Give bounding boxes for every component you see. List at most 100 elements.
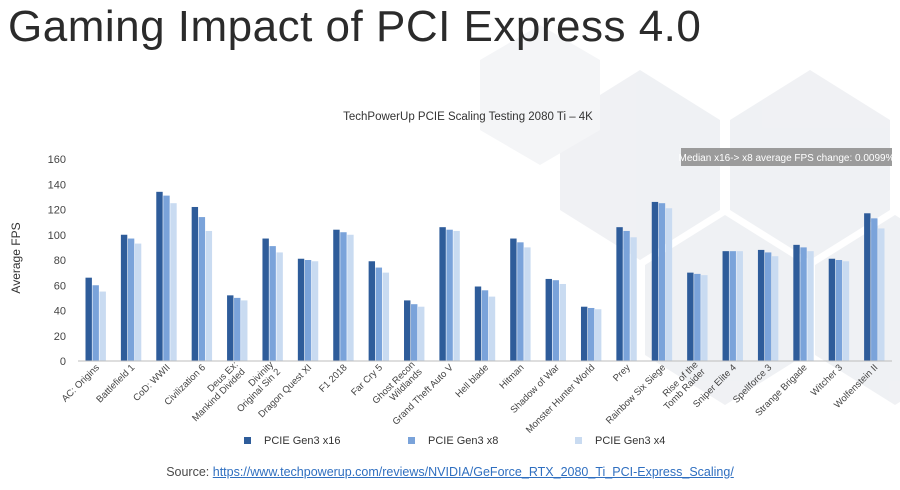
bar-chart: TechPowerUp PCIE Scaling Testing 2080 Ti… [9, 111, 895, 447]
bar-pcie-gen3-x4 [99, 291, 106, 361]
bar-pcie-gen3-x8 [446, 229, 453, 361]
x-tick-label: Witcher 3 [809, 362, 845, 398]
bar-pcie-gen3-x8 [198, 217, 206, 361]
bar-pcie-gen3-x16 [828, 258, 836, 361]
y-axis: 0 20 40 60 80 100 120 140 160 [48, 154, 66, 368]
bar-pcie-gen3-x16 [368, 261, 376, 361]
bar-pcie-gen3-x8 [800, 247, 807, 361]
y-axis-label: Average FPS [9, 222, 23, 293]
bar-pcie-gen3-x8 [411, 304, 418, 361]
y-tick-label: 80 [54, 255, 66, 267]
legend-label: PCIE Gen3 x16 [264, 435, 340, 447]
source-link[interactable]: https://www.techpowerup.com/reviews/NVID… [212, 465, 734, 479]
bar-pcie-gen3-x16 [439, 227, 446, 361]
bar-pcie-gen3-x4 [134, 243, 142, 361]
bar-pcie-gen3-x16 [404, 300, 411, 361]
legend-label: PCIE Gen3 x4 [595, 435, 665, 447]
y-tick-label: 120 [48, 205, 66, 217]
bar-pcie-gen3-x4 [382, 272, 390, 361]
annotation-box [681, 148, 892, 166]
bar-pcie-gen3-x8 [835, 260, 843, 361]
x-tick-label: Battlefield 1 [94, 362, 137, 405]
median-annotation: Median x16-> x8 average FPS change: 0.00… [679, 148, 895, 166]
y-tick-label: 0 [60, 356, 66, 368]
bar-pcie-gen3-x16 [687, 272, 694, 361]
bar-pcie-gen3-x16 [864, 213, 871, 361]
bar-pcie-gen3-x8 [127, 238, 135, 361]
source-line: Source: https://www.techpowerup.com/revi… [0, 465, 900, 479]
bar-pcie-gen3-x16 [793, 244, 800, 361]
legend-swatch [575, 437, 582, 444]
legend: PCIE Gen3 x16 PCIE Gen3 x8 PCIE Gen3 x4 [244, 435, 665, 447]
bar-pcie-gen3-x16 [227, 295, 234, 361]
bar-pcie-gen3-x16 [85, 277, 92, 361]
bar-pcie-gen3-x16 [580, 306, 588, 361]
bar-pcie-gen3-x16 [722, 251, 729, 361]
bar-pcie-gen3-x16 [156, 191, 163, 361]
bar-pcie-gen3-x4 [594, 309, 602, 361]
bar-pcie-gen3-x8 [269, 246, 276, 361]
bar-pcie-gen3-x8 [764, 252, 772, 361]
bar-pcie-gen3-x4 [771, 256, 779, 361]
bar-pcie-gen3-x4 [842, 261, 850, 361]
bar-pcie-gen3-x8 [587, 307, 595, 361]
bar-pcie-gen3-x16 [510, 238, 517, 361]
bar-pcie-gen3-x8 [163, 195, 170, 361]
x-tick-label: Hell blade [453, 362, 491, 400]
bars-group [85, 191, 885, 361]
bar-pcie-gen3-x4 [807, 251, 814, 361]
bar-pcie-gen3-x4 [205, 230, 213, 361]
chart-title: TechPowerUp PCIE Scaling Testing 2080 Ti… [343, 111, 593, 123]
bar-pcie-gen3-x8 [304, 260, 312, 361]
bar-pcie-gen3-x8 [658, 203, 666, 361]
x-tick-label: Hitman [497, 362, 526, 391]
y-tick-label: 20 [54, 331, 66, 343]
bar-pcie-gen3-x8 [481, 290, 489, 361]
legend-swatch [244, 437, 251, 444]
x-tick-label: Prey [611, 362, 633, 384]
bar-pcie-gen3-x4 [311, 261, 319, 361]
y-tick-label: 40 [54, 306, 66, 318]
bar-pcie-gen3-x16 [616, 227, 623, 361]
bar-pcie-gen3-x8 [552, 280, 559, 361]
bar-pcie-gen3-x16 [545, 278, 552, 361]
bar-pcie-gen3-x8 [871, 218, 878, 361]
bar-pcie-gen3-x4 [630, 237, 637, 361]
bar-pcie-gen3-x8 [234, 297, 241, 361]
bar-pcie-gen3-x4 [701, 275, 708, 361]
bar-pcie-gen3-x4 [559, 283, 566, 361]
bar-pcie-gen3-x16 [474, 286, 482, 361]
bar-pcie-gen3-x16 [297, 258, 305, 361]
bar-pcie-gen3-x8 [517, 242, 524, 361]
y-tick-label: 100 [48, 230, 66, 242]
bar-pcie-gen3-x4 [276, 252, 283, 361]
bar-pcie-gen3-x4 [418, 306, 425, 361]
bar-pcie-gen3-x8 [375, 267, 383, 361]
annotation-text: Median x16-> x8 average FPS change: 0.00… [679, 153, 895, 164]
bar-pcie-gen3-x4 [488, 296, 496, 361]
bar-pcie-gen3-x16 [191, 206, 199, 361]
legend-swatch [408, 437, 415, 444]
bar-pcie-gen3-x8 [92, 285, 99, 361]
bar-pcie-gen3-x8 [729, 251, 736, 361]
bar-pcie-gen3-x8 [694, 273, 701, 361]
bar-pcie-gen3-x4 [665, 208, 673, 361]
bar-pcie-gen3-x4 [736, 251, 743, 361]
bar-pcie-gen3-x4 [241, 300, 248, 361]
x-tick-label: Monster Hunter World [524, 362, 597, 435]
bar-pcie-gen3-x16 [651, 201, 659, 361]
y-tick-label: 160 [48, 154, 66, 166]
x-tick-label: Rainbow Six Siege [604, 362, 668, 426]
bar-pcie-gen3-x16 [120, 234, 128, 361]
slide-title: Gaming Impact of PCI Express 4.0 [8, 2, 702, 51]
y-tick-label: 60 [54, 280, 66, 292]
bar-pcie-gen3-x16 [333, 229, 340, 361]
x-tick-label: F1 2018 [317, 362, 349, 394]
legend-label: PCIE Gen3 x8 [428, 435, 498, 447]
bar-pcie-gen3-x16 [262, 238, 269, 361]
source-prefix: Source: [166, 465, 213, 479]
bar-pcie-gen3-x4 [347, 234, 354, 361]
bar-pcie-gen3-x8 [623, 230, 630, 361]
y-tick-label: 140 [48, 179, 66, 191]
